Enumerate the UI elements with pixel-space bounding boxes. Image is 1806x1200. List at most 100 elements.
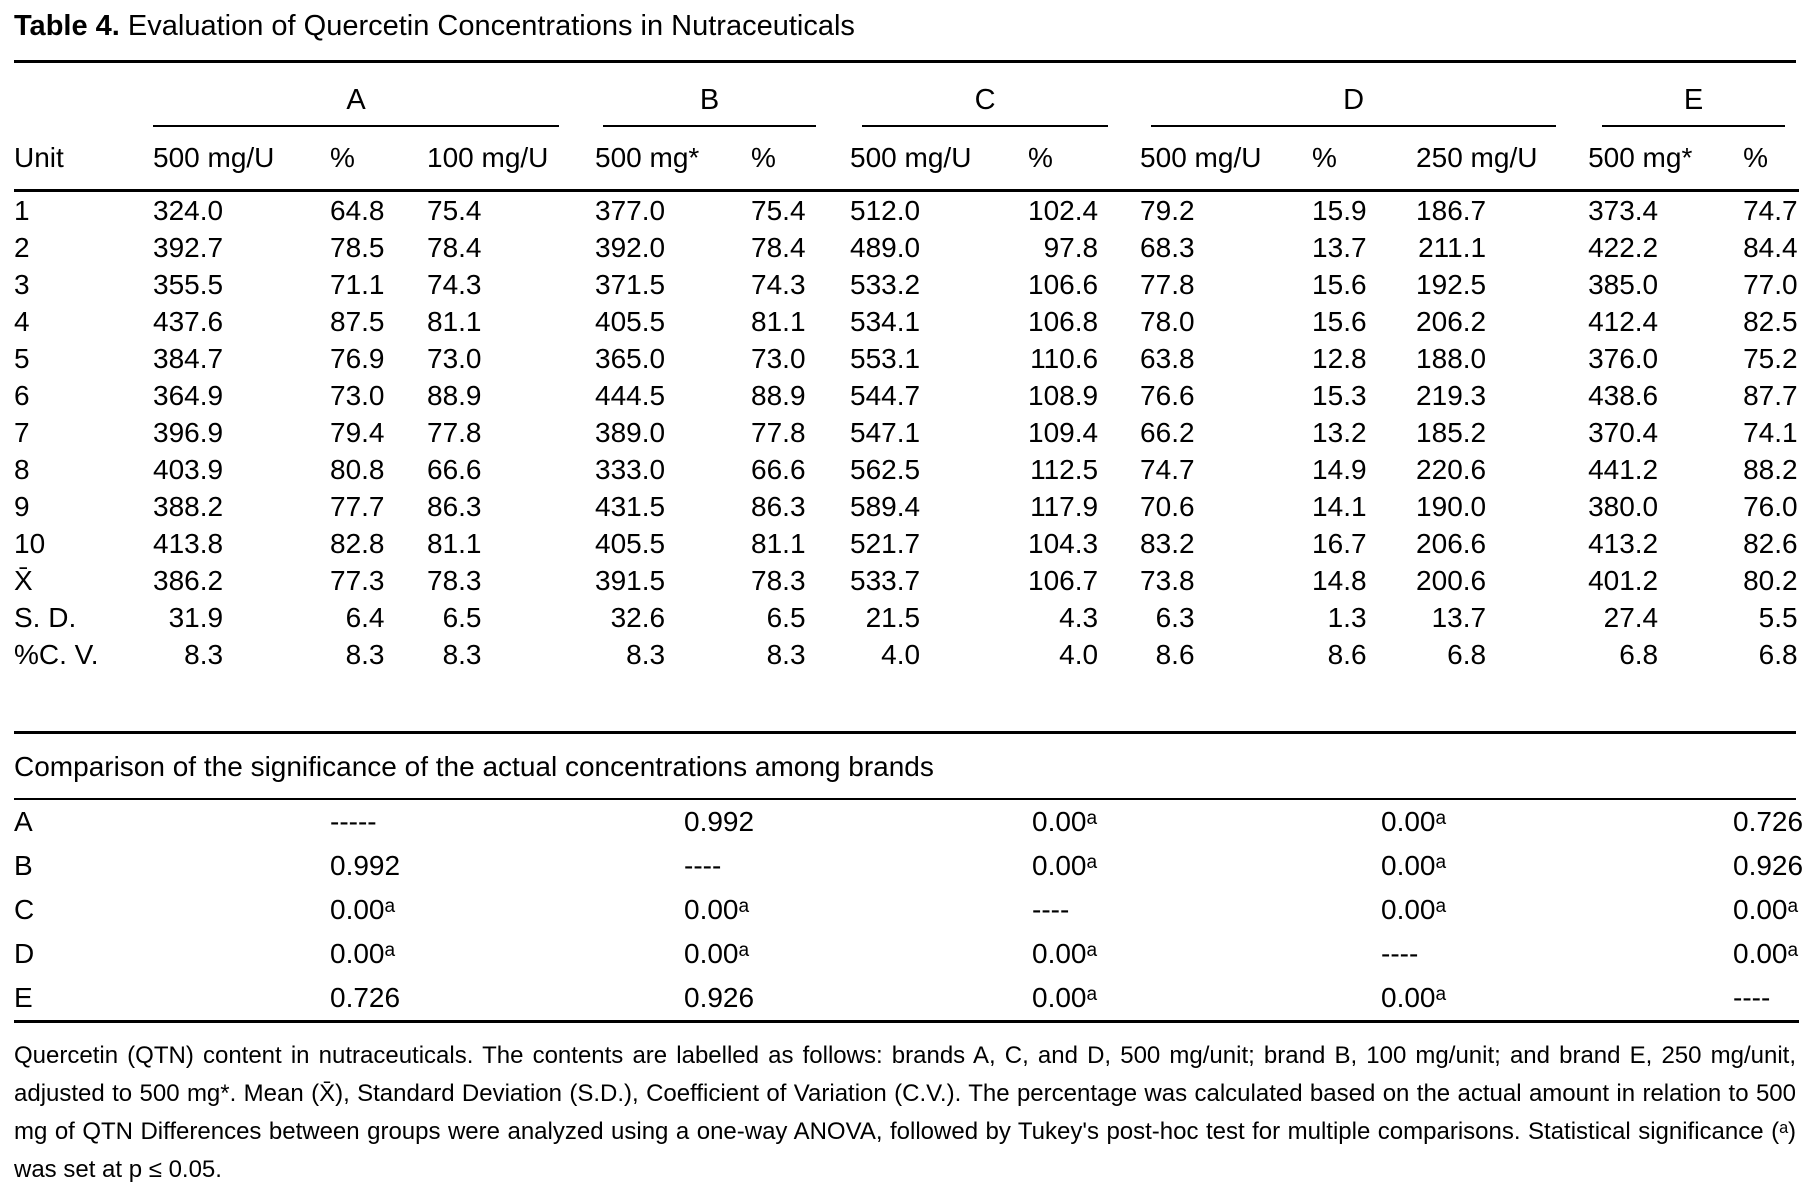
- comparison-value-cell: 0.726: [330, 976, 684, 1022]
- value-cell: 81.1: [751, 525, 850, 562]
- value: 27.4: [1603, 602, 1659, 633]
- value: 533.7: [850, 565, 921, 596]
- value: 6.4: [345, 602, 385, 633]
- table-row: 2 392.7 78.5 78.4 392.0 78.4 489.0: [14, 229, 1799, 266]
- value-cell: 80.2: [1743, 562, 1799, 599]
- value-cell: 16.7: [1312, 525, 1416, 562]
- value-cell: 75.4: [751, 191, 850, 230]
- value-cell: 6.8: [1416, 636, 1588, 673]
- table-title: Table 4. Evaluation of Quercetin Concent…: [14, 4, 1796, 63]
- value-cell: 75.2: [1743, 340, 1799, 377]
- value-cell: 78.0: [1140, 303, 1312, 340]
- value-cell: 77.3: [330, 562, 427, 599]
- comparison-value: 0.726: [1733, 806, 1804, 837]
- value: 78.5: [330, 232, 385, 263]
- value-cell: 512.0: [850, 191, 1028, 230]
- value-cell: 386.2: [153, 562, 330, 599]
- value: 206.6: [1416, 528, 1487, 559]
- value-cell: 6.8: [1588, 636, 1743, 673]
- comparison-value: 0.00ᵃ: [684, 938, 749, 969]
- column-header: %: [1312, 127, 1417, 192]
- value-cell: 544.7: [850, 377, 1028, 414]
- comparison-value: 0.00ᵃ: [1032, 982, 1097, 1013]
- row-label: S. D.: [14, 602, 77, 633]
- table-row: 4 437.6 87.5 81.1 405.5 81.1 534.1: [14, 303, 1799, 340]
- value: 333.0: [595, 454, 666, 485]
- value-cell: 77.0: [1743, 266, 1799, 303]
- value: 32.6: [610, 602, 666, 633]
- value-cell: 15.3: [1312, 377, 1416, 414]
- value-cell: 12.8: [1312, 340, 1416, 377]
- comparison-row: D 0.00ᵃ 0.00ᵃ 0.00ᵃ ---- 0.00ᵃ: [14, 932, 1799, 976]
- comparison-value: 0.926: [1733, 850, 1804, 881]
- value: 8.3: [626, 639, 666, 670]
- value: 392.0: [595, 232, 666, 263]
- value: 97.8: [1043, 232, 1099, 263]
- value-cell: 81.1: [427, 303, 595, 340]
- value: 78.3: [751, 565, 806, 596]
- value-cell: 562.5: [850, 451, 1028, 488]
- value: 83.2: [1140, 528, 1195, 559]
- value-cell: 15.6: [1312, 266, 1416, 303]
- value-cell: 15.9: [1312, 191, 1416, 230]
- value-cell: 76.9: [330, 340, 427, 377]
- value-cell: 192.5: [1416, 266, 1588, 303]
- value-cell: 78.4: [751, 229, 850, 266]
- value: 396.9: [153, 417, 224, 448]
- value-cell: 5.5: [1743, 599, 1799, 636]
- comparison-row: E 0.726 0.926 0.00ᵃ 0.00ᵃ ----: [14, 976, 1799, 1022]
- value: 391.5: [595, 565, 666, 596]
- comparison-section-title: Comparison of the significance of the ac…: [14, 731, 1796, 800]
- value: 6.8: [1758, 639, 1798, 670]
- value: 14.9: [1312, 454, 1367, 485]
- value-cell: 14.1: [1312, 488, 1416, 525]
- value: 87.5: [330, 306, 385, 337]
- value: 88.9: [427, 380, 482, 411]
- value-cell: 73.0: [751, 340, 850, 377]
- value: 63.8: [1140, 343, 1195, 374]
- value-cell: 78.3: [751, 562, 850, 599]
- value-cell: 87.5: [330, 303, 427, 340]
- table-footnote: Quercetin (QTN) content in nutraceutical…: [14, 1042, 1796, 1183]
- value-cell: 63.8: [1140, 340, 1312, 377]
- value: 384.7: [153, 343, 224, 374]
- value-cell: 438.6: [1588, 377, 1743, 414]
- value: 81.1: [427, 306, 482, 337]
- value-cell: 377.0: [595, 191, 751, 230]
- comparison-value: 0.00ᵃ: [1032, 806, 1097, 837]
- comparison-value-cell: 0.00ᵃ: [1381, 888, 1733, 932]
- value: 106.7: [1028, 565, 1099, 596]
- value-cell: 82.8: [330, 525, 427, 562]
- value-cell: 6.4: [330, 599, 427, 636]
- value: 76.6: [1140, 380, 1195, 411]
- value-cell: 104.3: [1028, 525, 1140, 562]
- value-cell: 88.9: [751, 377, 850, 414]
- comparison-value-cell: 0.00ᵃ: [684, 888, 1032, 932]
- value-cell: 106.7: [1028, 562, 1140, 599]
- value: 78.4: [751, 232, 806, 263]
- value-cell: 88.2: [1743, 451, 1799, 488]
- comparison-value-cell: ----: [1733, 976, 1799, 1022]
- comparison-row-label: E: [14, 982, 33, 1013]
- value: 80.8: [330, 454, 385, 485]
- value-cell: 108.9: [1028, 377, 1140, 414]
- value-cell: 77.8: [751, 414, 850, 451]
- value: 373.4: [1588, 195, 1659, 226]
- comparison-value: ----: [1032, 894, 1070, 925]
- value: 1.3: [1327, 602, 1367, 633]
- group-spacer: [14, 63, 153, 127]
- value-cell: 373.4: [1588, 191, 1743, 230]
- value: 219.3: [1416, 380, 1487, 411]
- table-row: 10 413.8 82.8 81.1 405.5 81.1 521.7: [14, 525, 1799, 562]
- value-cell: 324.0: [153, 191, 330, 230]
- value-cell: 78.4: [427, 229, 595, 266]
- value: 15.6: [1312, 306, 1367, 337]
- value-cell: 371.5: [595, 266, 751, 303]
- value-cell: 206.6: [1416, 525, 1588, 562]
- value-cell: 112.5: [1028, 451, 1140, 488]
- value: 405.5: [595, 528, 666, 559]
- value: 76.0: [1743, 491, 1798, 522]
- value-cell: 4.0: [1028, 636, 1140, 673]
- value-cell: 81.1: [751, 303, 850, 340]
